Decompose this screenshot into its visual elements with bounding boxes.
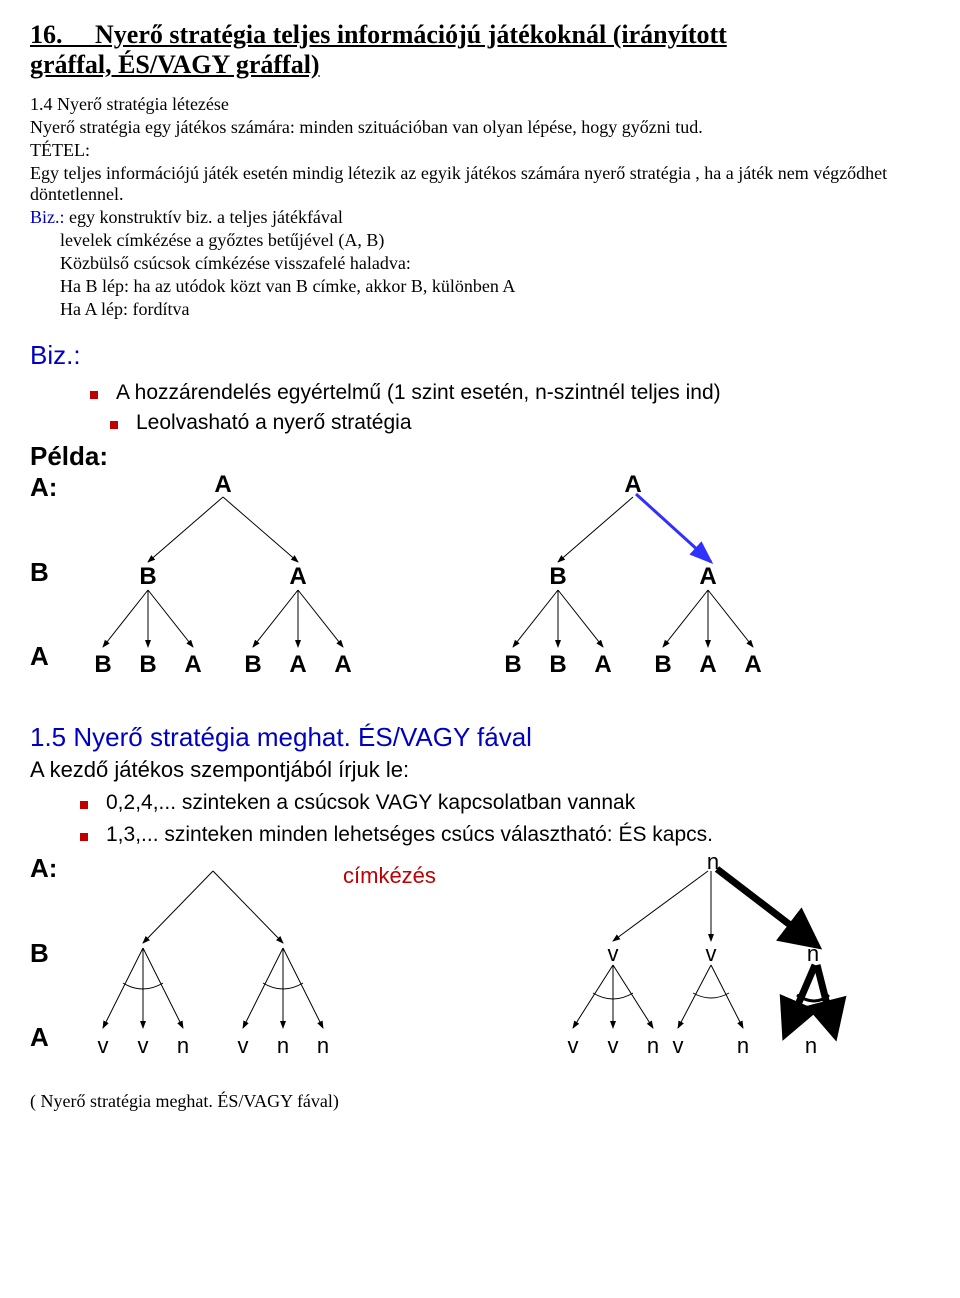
node-mid: B: [550, 563, 567, 590]
leaf: A: [700, 651, 717, 678]
bullet-icon: [80, 833, 88, 841]
pelda-label: Példa:: [30, 441, 930, 472]
sec15-svg: címkézés v v n v n n: [63, 853, 903, 1063]
sec14-p1: Nyerő stratégia egy játékos számára: min…: [30, 117, 930, 138]
row-label-B: B: [30, 557, 57, 588]
biz-b1: A hozzárendelés egyértelmű (1 szint eset…: [116, 381, 721, 405]
row-label-B: B: [30, 938, 57, 969]
biz-block-title: Biz.:: [30, 340, 930, 371]
bullet-icon: [110, 421, 118, 429]
sec14-tetel-label: TÉTEL:: [30, 140, 930, 161]
leaf: n: [647, 1033, 659, 1058]
leaf: A: [335, 651, 352, 678]
cimkezes-label: címkézés: [343, 863, 436, 888]
sec15-title: 1.5 Nyerő stratégia meghat. ÉS/VAGY fáva…: [30, 722, 930, 753]
sec15-b1: 0,2,4,... szinteken a csúcsok VAGY kapcs…: [106, 791, 635, 815]
row-label-A: A:: [30, 853, 57, 884]
leaf: v: [568, 1033, 579, 1058]
leaf: B: [140, 651, 157, 678]
left-andor-tree: v v n v n n: [98, 871, 330, 1058]
node-mid: n: [807, 941, 819, 966]
leaf: n: [177, 1033, 189, 1058]
right-tree: A B A B B A B A A: [505, 472, 762, 678]
heading-number: 16.: [30, 20, 63, 49]
sec15-p1: A kezdő játékos szempontjából írjuk le:: [30, 757, 930, 783]
sec15-trees: A: B A címkézés: [30, 853, 930, 1063]
leaf: v: [138, 1033, 149, 1058]
heading-title-2: gráffal, ÉS/VAGY gráffal): [30, 50, 320, 79]
leaf: v: [238, 1033, 249, 1058]
leaf: A: [595, 651, 612, 678]
leaf: B: [550, 651, 567, 678]
sec14-biz-l2: Közbülső csúcsok címkézése visszafelé ha…: [60, 253, 930, 274]
sec15: 1.5 Nyerő stratégia meghat. ÉS/VAGY fáva…: [30, 722, 930, 847]
biz-b2: Leolvasható a nyerő stratégia: [136, 411, 412, 435]
node-top: A: [625, 472, 642, 498]
leaf: B: [245, 651, 262, 678]
sec14-title: 1.4 Nyerő stratégia létezése: [30, 94, 930, 115]
leaf: n: [737, 1033, 749, 1058]
node-mid: B: [140, 563, 157, 590]
leaf: v: [673, 1033, 684, 1058]
bullet-icon: [90, 391, 98, 399]
leaf: v: [608, 1033, 619, 1058]
page-heading: 16. Nyerő stratégia teljes információjú …: [30, 20, 930, 80]
right-andor-tree: n v v n v v: [568, 853, 834, 1058]
node-mid: v: [706, 941, 717, 966]
biz-block: Biz.: A hozzárendelés egyértelmű (1 szin…: [30, 340, 930, 435]
bottom-line: ( Nyerő stratégia meghat. ÉS/VAGY fával): [30, 1091, 930, 1112]
heading-title-1: Nyerő stratégia teljes információjú játé…: [95, 20, 727, 49]
leaf: n: [277, 1033, 289, 1058]
sec14-biz-l3: Ha B lép: ha az utódok közt van B címke,…: [60, 276, 930, 297]
leaf: A: [745, 651, 762, 678]
sec14-tetel-p1: Egy teljes információjú játék esetén min…: [30, 163, 930, 205]
sec14-biz: Biz.: egy konstruktív biz. a teljes játé…: [30, 207, 930, 228]
left-tree: A B A B B A B A A: [95, 472, 352, 678]
node-mid: A: [290, 563, 307, 590]
node-mid: A: [700, 563, 717, 590]
leaf: n: [317, 1033, 329, 1058]
sec15-b2: 1,3,... szinteken minden lehetséges csúc…: [106, 823, 713, 847]
biz-intro: egy konstruktív biz. a teljes játékfával: [65, 207, 343, 227]
leaf: v: [98, 1033, 109, 1058]
row-label-A2: A: [30, 1022, 57, 1053]
row-label-A2: A: [30, 641, 57, 672]
leaf: A: [290, 651, 307, 678]
leaf: n: [805, 1033, 817, 1058]
tree-svg: A B A B B A B A A A: [63, 472, 883, 682]
sec14-biz-l1: levelek címkézése a győztes betűjével (A…: [60, 230, 930, 251]
leaf: B: [505, 651, 522, 678]
tree-example-row: A: B A A B A: [30, 472, 930, 682]
leaf: A: [185, 651, 202, 678]
node-mid: v: [608, 941, 619, 966]
leaf: B: [95, 651, 112, 678]
leaf: B: [655, 651, 672, 678]
sec14-biz-l4: Ha A lép: fordítva: [60, 299, 930, 320]
node-top: A: [215, 472, 232, 498]
row-label-A: A:: [30, 472, 57, 503]
biz-label: Biz.:: [30, 207, 65, 227]
bullet-icon: [80, 801, 88, 809]
